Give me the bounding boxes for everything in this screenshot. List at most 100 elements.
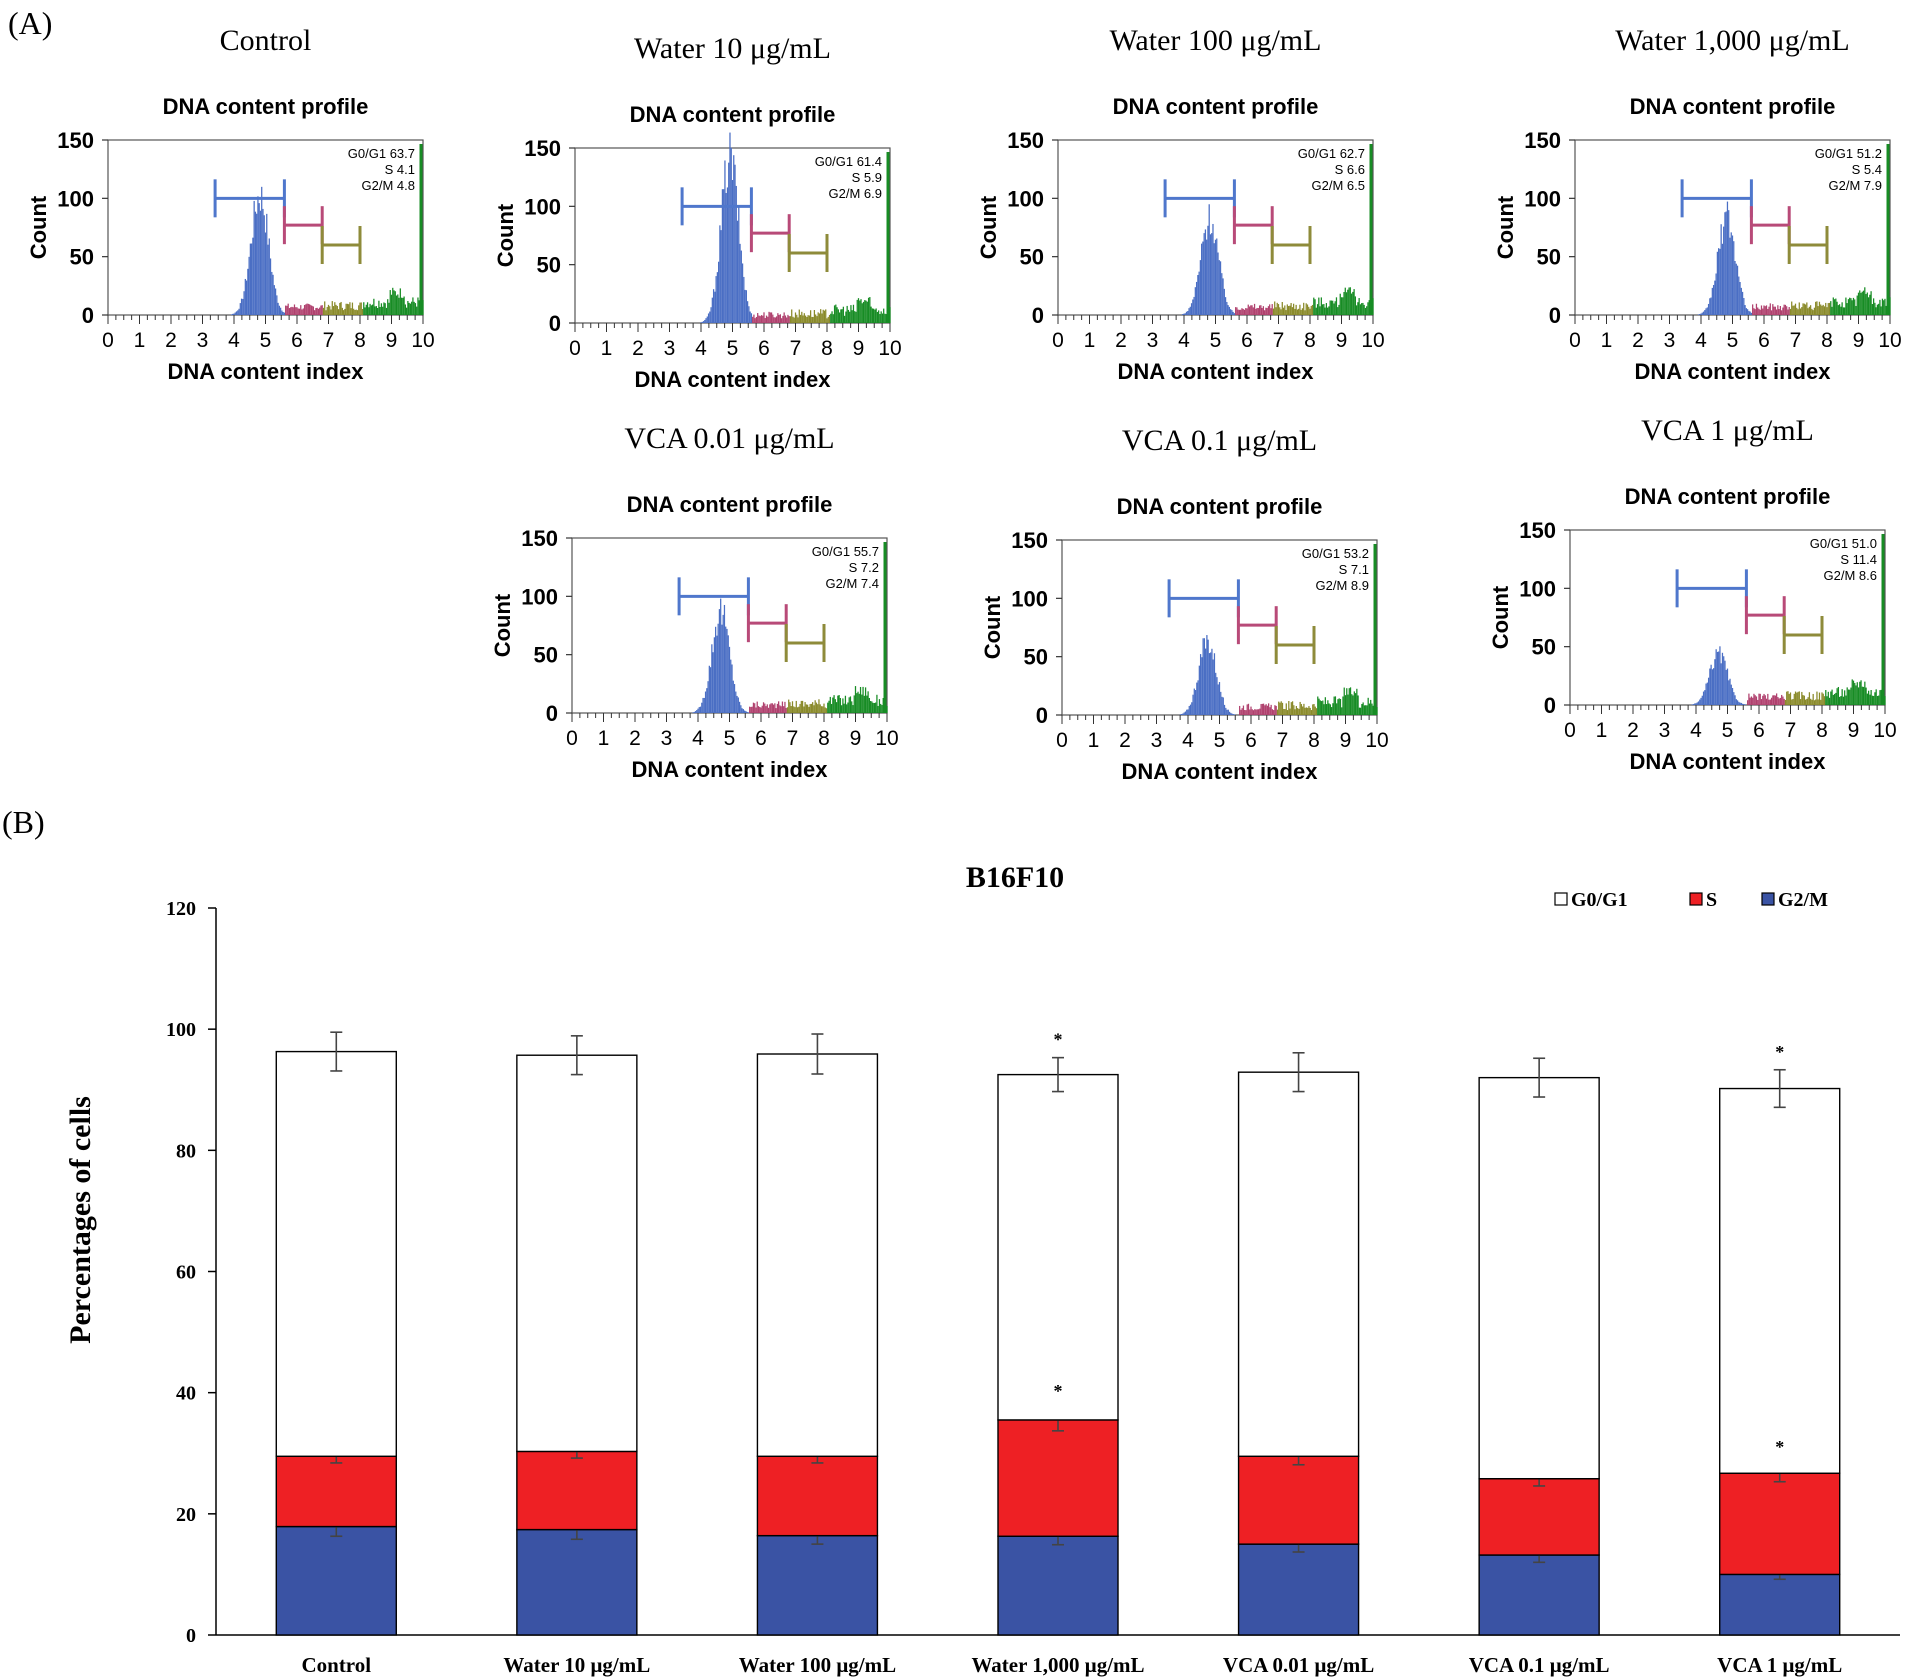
g0g1-bin	[1182, 314, 1184, 315]
g2m-bin	[828, 700, 830, 713]
g0g1-bin	[1195, 281, 1198, 315]
g0g1-bin	[1230, 712, 1232, 715]
g2m-bin	[884, 313, 886, 323]
g0g1-bin	[1735, 263, 1737, 315]
s-late-bin	[793, 317, 795, 323]
g2m-bin	[1832, 297, 1834, 315]
g0g1-bin	[746, 711, 748, 713]
g0g1-bin	[1694, 703, 1696, 705]
g2m-bin	[1836, 688, 1838, 705]
bar-segment-g2m	[1478, 1554, 1600, 1636]
g0g1-bin	[278, 305, 280, 315]
g2m-bin	[875, 308, 877, 323]
s-late-bin	[1303, 703, 1305, 715]
s-late-bin	[809, 704, 811, 713]
s-late-bin	[345, 303, 347, 315]
s-late-bin	[1279, 702, 1281, 715]
s-phase-bin	[1788, 307, 1790, 315]
s-phase-bin	[1240, 709, 1242, 715]
g0g1-bin	[1216, 677, 1218, 715]
g2m-bin	[1875, 689, 1877, 705]
s-late-bin	[1274, 301, 1276, 315]
y-tick-label: 0	[1032, 303, 1044, 328]
s-phase-bin	[302, 308, 304, 315]
bar-segment-g0g1	[275, 1050, 397, 1457]
g2m-bin	[1353, 691, 1355, 715]
s-late-bin	[1291, 307, 1293, 315]
g0g1-bin	[724, 160, 726, 323]
s-late-bin	[1822, 693, 1824, 705]
g0g1-bin	[1697, 314, 1700, 315]
g0g1-bin	[1197, 275, 1199, 315]
g2m-bin	[1830, 301, 1832, 315]
g2m-bin	[368, 307, 370, 315]
histogram-subtitle: DNA content profile	[1117, 494, 1323, 519]
s-late-bin	[826, 318, 828, 323]
s-late-bin	[1280, 701, 1282, 715]
s-phase-bin	[767, 316, 769, 323]
s-late-bin	[1303, 302, 1305, 315]
g0g1-bin	[1741, 291, 1744, 315]
g2m-bin	[1344, 695, 1347, 715]
g0g1-bin	[1706, 307, 1708, 315]
g0g1-bin	[1726, 201, 1729, 315]
g0g1-bin	[728, 646, 731, 713]
g0g1-bin	[742, 709, 744, 713]
g2m-bin	[384, 303, 386, 315]
y-tick-label: 60	[176, 1262, 196, 1284]
s-phase-bin	[1257, 308, 1259, 315]
g0g1-bin	[235, 311, 238, 315]
g2m-bin	[879, 314, 881, 323]
s-phase-bin	[1255, 308, 1257, 315]
g0g1-bin	[692, 712, 694, 713]
y-tick-label: 50	[1024, 645, 1048, 670]
s-late-bin	[1825, 302, 1827, 315]
g2m-bin	[1884, 696, 1886, 705]
s-phase-bin	[1262, 703, 1265, 715]
s-phase-bin	[1782, 307, 1784, 315]
g0g1-bin	[1186, 709, 1188, 715]
s-late-bin	[818, 699, 820, 713]
g2m-bin	[1362, 702, 1364, 715]
g2m-bin	[1865, 687, 1867, 705]
s-late-bin	[1280, 309, 1282, 315]
bar-chart-title: B16F10	[966, 861, 1064, 894]
g2m-bin	[854, 686, 857, 713]
g0g1-bin	[1736, 700, 1739, 705]
s-late-bin	[331, 301, 333, 315]
s-phase-bin	[759, 316, 761, 323]
s-phase-bin	[1762, 695, 1764, 705]
s-late-bin	[1281, 702, 1284, 715]
s-phase-bin	[770, 703, 772, 713]
s-phase-bin	[772, 314, 774, 323]
g2m-bin	[1330, 300, 1333, 315]
x-tick-label: 10	[411, 329, 434, 352]
s-late-bin	[350, 308, 352, 315]
g2m-bin	[1872, 298, 1875, 315]
s-phase-bin	[787, 314, 789, 323]
x-axis-label: DNA content index	[632, 757, 829, 782]
s-phase-bin	[760, 707, 762, 713]
legend-label: G0/G1	[1571, 889, 1628, 911]
s-late-bin	[824, 707, 826, 713]
g2m-bin	[841, 705, 843, 713]
g2m-bin	[875, 702, 877, 713]
g2m-bin	[1362, 302, 1364, 315]
x-axis-label: DNA content index	[635, 367, 832, 392]
histogram-title: Control	[220, 24, 312, 57]
s-late-bin	[1287, 306, 1290, 315]
g2m-bin	[872, 308, 875, 323]
g2m-bin	[1321, 304, 1324, 315]
y-tick-label: 100	[1007, 186, 1044, 211]
g2m-bin	[1369, 303, 1372, 315]
stacked-bar-chart: B16F10 0 20 40 60 80 100 120 Percentages of cell…	[64, 861, 1900, 1677]
bar-segment-g2m	[516, 1528, 638, 1636]
g0g1-bin	[244, 278, 246, 315]
g2m-bin	[1356, 688, 1358, 715]
g2m-bin	[399, 288, 401, 315]
g0g1-bin	[1733, 241, 1735, 315]
s-late-bin	[1277, 304, 1280, 315]
s-phase-bin	[285, 305, 287, 315]
s-phase-bin	[1781, 694, 1783, 705]
g0g1-bin	[716, 272, 719, 323]
